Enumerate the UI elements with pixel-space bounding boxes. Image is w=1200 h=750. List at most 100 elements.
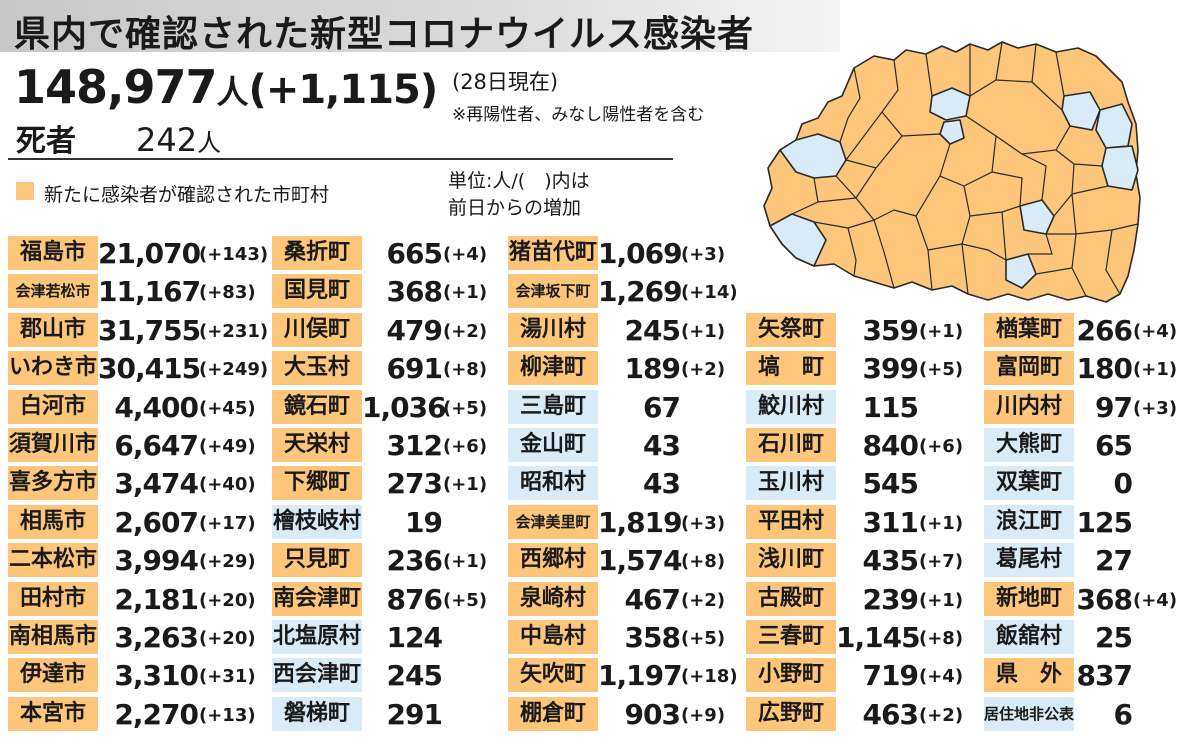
map-region-blue-9	[1005, 253, 1037, 289]
deaths: 死者 242人	[16, 116, 221, 160]
municipality-name: 昭和村	[508, 466, 598, 501]
municipality-name: 本宮市	[8, 696, 98, 731]
case-count: 1,819	[598, 505, 683, 539]
case-count: 3,474	[114, 467, 199, 501]
daily-increase: (+1)	[681, 320, 726, 342]
page-title: 県内で確認された新型コロナウイルス感染者	[14, 14, 755, 55]
municipality-name: 猪苗代町	[508, 236, 598, 270]
daily-increase: (+17)	[199, 512, 256, 534]
municipality-name: 塙 町	[746, 351, 836, 386]
municipality-name: 大熊町	[984, 428, 1074, 462]
municipality-name: 下郷町	[272, 466, 362, 501]
municipality-name: 三島町	[508, 389, 598, 424]
daily-increase: (+1)	[919, 320, 964, 342]
daily-increase: (+5)	[919, 359, 964, 381]
daily-increase: (+5)	[681, 628, 726, 649]
municipality-name: 古殿町	[746, 581, 836, 616]
deaths-unit: 人	[197, 129, 222, 157]
daily-increase: (+7)	[919, 551, 964, 573]
map-borders	[791, 41, 1139, 297]
daily-increase: (+8)	[681, 551, 726, 573]
case-count: 368	[386, 275, 443, 309]
case-count: 312	[386, 429, 443, 462]
daily-increase: (+29)	[199, 551, 256, 573]
case-count: 691	[386, 352, 443, 386]
municipality-name: 浪江町	[984, 504, 1074, 539]
unit-note-line-2: 前日からの増加	[448, 197, 582, 219]
daily-increase: (+2)	[443, 320, 488, 342]
case-count: 3,994	[114, 544, 199, 578]
daily-increase: (+6)	[443, 436, 488, 457]
daily-increase: (+3)	[681, 244, 726, 265]
municipality-name: 石川町	[746, 428, 836, 462]
case-count: 368	[1076, 582, 1133, 616]
case-count: 245	[624, 313, 681, 347]
daily-increase: (+8)	[919, 628, 964, 649]
title-bar	[0, 0, 840, 52]
municipality-name: 大玉村	[272, 351, 362, 386]
case-count: 43	[643, 467, 681, 501]
daily-increase: (+4)	[443, 244, 488, 265]
case-count: 189	[624, 352, 681, 386]
inclusion-note: ※再陽性者、みなし陽性者を含む	[452, 105, 705, 125]
unit-note-line-1: 単位:人/( )内は	[448, 170, 590, 192]
municipality-name: 檜枝岐村	[272, 504, 362, 539]
municipality-name: 棚倉町	[508, 696, 598, 731]
municipality-name: 伊達市	[8, 658, 98, 693]
case-count: 115	[862, 390, 919, 424]
case-count: 1,069	[598, 237, 683, 270]
daily-increase: (+4)	[1133, 589, 1178, 611]
daily-increase: (+1)	[1133, 359, 1178, 381]
municipality-name: 桑折町	[272, 236, 362, 270]
case-count: 180	[1076, 352, 1133, 386]
daily-increase: (+1)	[919, 512, 964, 534]
case-count: 65	[1095, 429, 1133, 462]
case-count: 4,400	[114, 390, 199, 424]
daily-increase: (+5)	[443, 397, 488, 419]
divider	[8, 158, 673, 160]
case-count: 31,755	[98, 313, 201, 347]
case-count: 479	[386, 313, 443, 347]
municipality-name: 二本松市	[8, 543, 98, 578]
case-count: 1,197	[598, 659, 683, 693]
map-region-blue-2	[769, 213, 827, 267]
municipality-name: 楢葉町	[984, 312, 1074, 347]
daily-increase: (+18)	[681, 666, 738, 688]
daily-increase: (+3)	[681, 512, 726, 534]
case-count: 245	[386, 659, 443, 693]
case-count: 837	[1076, 659, 1133, 693]
case-count: 840	[862, 429, 919, 462]
case-count: 30,415	[98, 352, 201, 386]
case-count: 19	[405, 505, 443, 539]
municipality-name: 柳津町	[508, 351, 598, 386]
daily-increase: (+143)	[199, 244, 269, 265]
municipality-name: 中島村	[508, 620, 598, 654]
municipality-name: 葛尾村	[984, 543, 1074, 578]
municipality-name: 会津美里町	[508, 504, 598, 539]
municipality-name: 北塩原村	[272, 620, 362, 654]
daily-increase: (+40)	[199, 474, 256, 496]
case-count: 6,647	[114, 429, 199, 462]
case-count: 125	[1076, 505, 1133, 539]
daily-increase: (+5)	[443, 589, 488, 611]
map-region-blue-4	[939, 119, 965, 145]
daily-increase: (+45)	[199, 397, 256, 419]
daily-increase: (+2)	[681, 589, 726, 611]
daily-increase: (+8)	[443, 359, 488, 381]
municipality-name: 南相馬市	[8, 620, 98, 654]
case-count: 1,036	[362, 390, 447, 424]
case-count: 2,181	[114, 582, 199, 616]
municipality-name: 小野町	[746, 658, 836, 693]
municipality-name: 只見町	[272, 543, 362, 578]
case-count: 1,145	[836, 621, 921, 654]
deaths-value: 242	[136, 121, 198, 159]
case-count: 27	[1095, 544, 1133, 578]
municipality-name: 喜多方市	[8, 466, 98, 501]
municipality-name: 川内村	[984, 389, 1074, 424]
case-count: 463	[862, 697, 919, 731]
case-count: 236	[386, 544, 443, 578]
municipality-name: 川俣町	[272, 312, 362, 347]
municipality-name: 国見町	[272, 274, 362, 309]
municipality-name: いわき市	[8, 351, 98, 386]
daily-increase: (+4)	[1133, 320, 1178, 342]
